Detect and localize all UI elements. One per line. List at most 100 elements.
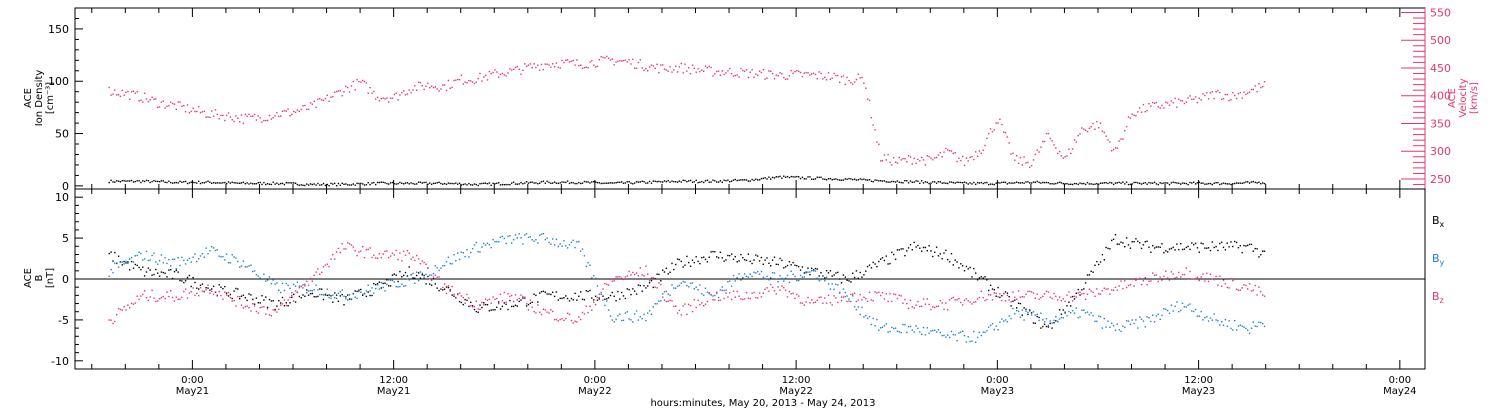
bx-point bbox=[870, 267, 873, 269]
bz-point bbox=[1111, 289, 1113, 291]
bx-point bbox=[507, 308, 509, 311]
density-point bbox=[1152, 182, 1154, 184]
bz-point bbox=[1170, 271, 1173, 273]
velocity-point bbox=[155, 98, 157, 100]
bz-point bbox=[881, 292, 884, 294]
velocity-point bbox=[1073, 139, 1076, 141]
velocity-point bbox=[198, 106, 200, 108]
density-point bbox=[1058, 181, 1061, 183]
velocity-point bbox=[770, 70, 772, 72]
velocity-point bbox=[125, 91, 127, 94]
bz-point bbox=[501, 300, 504, 302]
bz-point bbox=[639, 267, 641, 269]
bz-point bbox=[1144, 277, 1146, 279]
velocity-point bbox=[781, 73, 783, 75]
bx-point bbox=[783, 267, 785, 269]
bx-point bbox=[309, 293, 312, 295]
bx-point bbox=[207, 287, 209, 289]
bx-point bbox=[281, 296, 284, 299]
density-point bbox=[240, 182, 243, 184]
bz-point bbox=[663, 291, 666, 293]
by-point bbox=[689, 282, 692, 284]
velocity-point bbox=[865, 87, 867, 89]
bx-point bbox=[561, 297, 563, 300]
velocity-point bbox=[164, 107, 166, 109]
velocity-point bbox=[572, 59, 574, 62]
b-axis-label-line: ACE bbox=[23, 268, 34, 288]
bx-point bbox=[1155, 246, 1158, 248]
bz-point bbox=[520, 294, 522, 296]
bz-point bbox=[317, 268, 319, 270]
bx-point bbox=[1140, 247, 1143, 250]
by-point bbox=[1084, 312, 1087, 314]
bx-point bbox=[1248, 243, 1251, 246]
bz-point bbox=[1228, 287, 1230, 289]
velocity-point bbox=[212, 115, 215, 117]
by-point bbox=[798, 279, 800, 282]
bz-point bbox=[1194, 277, 1197, 280]
bz-point bbox=[768, 290, 770, 292]
bz-point bbox=[917, 300, 919, 303]
by-point bbox=[516, 237, 518, 239]
velocity-point bbox=[395, 92, 397, 94]
bz-point bbox=[324, 264, 327, 266]
velocity-point bbox=[1232, 92, 1234, 94]
bz-point bbox=[796, 293, 798, 296]
velocity-point bbox=[988, 132, 990, 135]
density-point bbox=[736, 179, 738, 182]
velocity-point bbox=[652, 65, 654, 67]
bx-point bbox=[921, 250, 923, 252]
by-point bbox=[988, 326, 990, 328]
velocity-point bbox=[1053, 144, 1055, 146]
bz-point bbox=[1165, 270, 1167, 272]
bx-point bbox=[375, 283, 377, 286]
by-point bbox=[360, 291, 362, 293]
by-point bbox=[758, 273, 761, 275]
density-point bbox=[496, 182, 498, 184]
by-point bbox=[952, 333, 954, 336]
density-point bbox=[1073, 182, 1076, 185]
density-point bbox=[866, 179, 869, 181]
bx-point bbox=[307, 294, 310, 296]
bx-point bbox=[665, 267, 668, 269]
density-point bbox=[276, 182, 278, 184]
by-point bbox=[984, 331, 986, 333]
velocity-point bbox=[250, 115, 252, 118]
bx-point bbox=[460, 301, 463, 304]
by-point bbox=[1153, 321, 1156, 323]
by-point bbox=[637, 319, 640, 321]
velocity-point bbox=[947, 149, 949, 151]
density-point bbox=[993, 183, 995, 186]
bz-point bbox=[922, 298, 925, 300]
by-point bbox=[1178, 311, 1180, 313]
density-point bbox=[1211, 183, 1213, 186]
by-point bbox=[1204, 316, 1206, 319]
bx-point bbox=[1187, 245, 1189, 248]
bx-point bbox=[539, 292, 541, 294]
velocity-point bbox=[205, 116, 207, 118]
by-point bbox=[1211, 319, 1213, 321]
by-point bbox=[1152, 314, 1154, 316]
by-point bbox=[445, 261, 448, 263]
density-point bbox=[693, 181, 695, 183]
bx-point bbox=[803, 272, 805, 274]
density-point bbox=[248, 183, 250, 185]
velocity-point bbox=[565, 59, 567, 61]
bx-point bbox=[658, 273, 660, 276]
density-point bbox=[278, 183, 280, 186]
bx-point bbox=[239, 298, 241, 300]
velocity-point bbox=[775, 74, 777, 76]
density-point bbox=[626, 181, 628, 183]
density-point bbox=[322, 182, 325, 185]
by-point bbox=[820, 279, 822, 281]
bz-point bbox=[932, 306, 934, 308]
by-point bbox=[239, 266, 241, 268]
bx-point bbox=[1124, 246, 1126, 248]
by-point bbox=[831, 283, 833, 285]
velocity-point bbox=[399, 94, 401, 96]
bx-point bbox=[136, 264, 138, 267]
bx-point bbox=[902, 248, 904, 250]
bz-point bbox=[430, 279, 433, 282]
velocity-point bbox=[268, 114, 271, 117]
velocity-point bbox=[1247, 92, 1249, 94]
